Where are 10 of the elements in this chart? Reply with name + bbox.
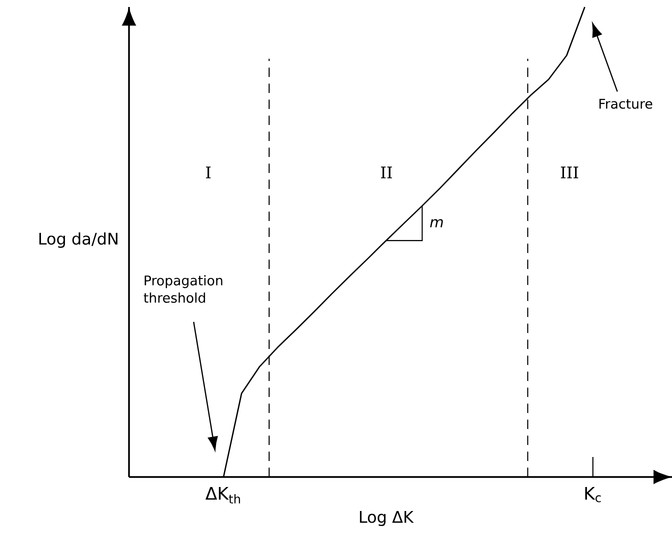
annotation: II: [381, 166, 392, 178]
text: K$_{c}$: [585, 487, 601, 502]
annotation: Propagation threshold: [144, 275, 222, 303]
annotation: m: [430, 219, 443, 228]
text: Fracture: [599, 98, 652, 109]
x-axis-title: Log ΔK: [360, 511, 414, 526]
text: Log da/dN: [39, 232, 118, 248]
text: I: [206, 166, 211, 178]
annotation: III: [560, 166, 578, 178]
text: ΔK$_{th}$: [205, 487, 240, 504]
